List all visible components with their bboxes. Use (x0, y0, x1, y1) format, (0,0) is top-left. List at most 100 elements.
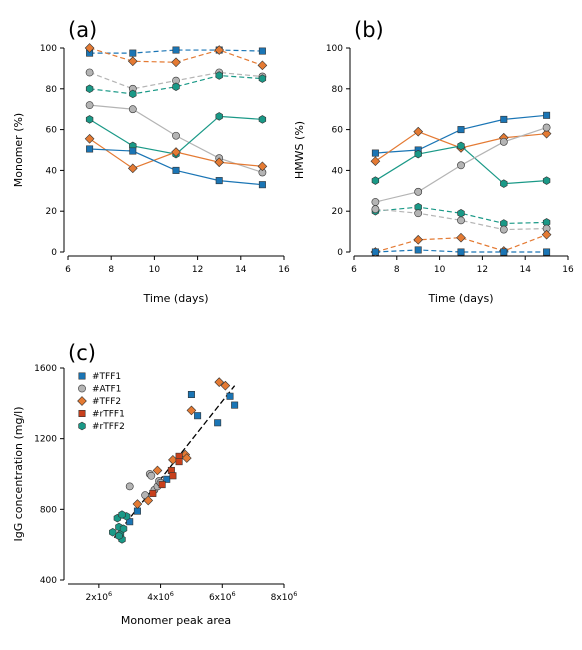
legend-marker (78, 384, 86, 393)
data-point (371, 149, 379, 157)
y-tick-label: 1200 (34, 435, 57, 445)
data-point (85, 115, 94, 124)
data-point (85, 68, 94, 77)
y-tick-label: 800 (40, 505, 57, 515)
data-point (181, 453, 192, 463)
data-point (543, 111, 551, 119)
x-tick-label: 8 (394, 265, 400, 275)
series-3 (371, 123, 551, 206)
x-tick-label: 12 (477, 265, 488, 275)
chart-panel-1: (b) 6 8 10 12 14 16 0 20 40 60 80 100 Time (days) HMWS… (293, 18, 574, 305)
y-tick-label: 0 (51, 248, 57, 258)
legend-label: #rTFF1 (92, 410, 125, 420)
y-tick-label: 400 (40, 576, 57, 586)
series-line (375, 234, 547, 253)
data-point (215, 71, 223, 80)
x-tick-exponent: 6 (108, 590, 112, 598)
legend-marker (78, 409, 86, 417)
data-point (257, 161, 268, 172)
y-tick-label: 60 (46, 126, 58, 136)
panel-label: (b) (354, 18, 384, 42)
data-point (370, 156, 381, 167)
data-point (414, 209, 423, 218)
legend-label: #TFF1 (92, 372, 121, 382)
data-point (500, 179, 508, 188)
data-point (133, 507, 141, 515)
x-axis-title: Monomer peak area (121, 614, 231, 627)
x-tick-label: 8 (108, 265, 114, 275)
y-axis-title: Monomer (%) (12, 113, 25, 187)
data-point (500, 115, 508, 123)
y-tick-label: 1600 (34, 364, 57, 374)
series-7 (86, 145, 266, 189)
data-point (127, 56, 138, 67)
data-point (414, 187, 423, 196)
data-point (152, 465, 163, 476)
x-tick-exponent: 6 (293, 590, 297, 598)
data-point (258, 74, 267, 83)
data-point (258, 47, 266, 55)
data-point (85, 84, 94, 94)
panel-label: (a) (68, 18, 97, 42)
data-point (175, 458, 183, 466)
x-tick-mantissa: 2x10 (86, 593, 109, 603)
data-point (172, 46, 180, 54)
data-point (457, 161, 465, 170)
x-tick-label: 2x106 (86, 590, 113, 603)
y-tick-label: 60 (332, 126, 344, 136)
data-point (215, 112, 223, 121)
legend-label: #rTFF2 (92, 422, 125, 432)
data-point (371, 205, 380, 214)
chart-panel-0: (a) 6 8 10 12 14 16 0 20 40 60 80 100 Time (days) Mono… (12, 18, 290, 305)
y-axis-title: IgG concentration (mg/l) (12, 407, 25, 542)
data-point (214, 377, 225, 387)
data-point (258, 181, 266, 189)
data-point (132, 499, 143, 509)
x-tick-label: 6 (351, 265, 357, 275)
x-tick-mantissa: 8x10 (271, 593, 294, 603)
data-point (115, 531, 123, 541)
series-line (89, 49, 263, 54)
data-point (457, 208, 465, 218)
chart-panel-2: (c)2x106 4x106 6x106 8x10640080012001600Mon… (12, 341, 297, 627)
series-7 (371, 246, 551, 256)
panel-label: (c) (68, 341, 96, 365)
y-tick-label: 40 (332, 166, 344, 176)
data-point (231, 401, 239, 409)
x-axis-title: Time (days) (143, 292, 209, 305)
data-point (84, 133, 95, 144)
y-tick-label: 40 (46, 166, 58, 176)
data-point (215, 177, 223, 185)
y-tick-label: 100 (40, 44, 57, 54)
data-point (127, 163, 138, 174)
data-point (371, 198, 380, 206)
legend-label: #TFF2 (92, 397, 121, 407)
x-tick-label: 4x106 (147, 590, 174, 603)
data-point (226, 392, 234, 400)
data-point (542, 176, 551, 185)
y-axis-title: HMWS (%) (293, 121, 306, 179)
data-point (457, 216, 465, 225)
data-point (257, 60, 268, 71)
data-point (194, 412, 202, 420)
data-point (543, 248, 551, 256)
y-tick-label: 100 (326, 44, 343, 54)
x-tick-label: 16 (562, 265, 574, 275)
data-point (169, 472, 177, 480)
data-point (129, 89, 137, 99)
data-point (171, 57, 181, 68)
series-1 (125, 470, 165, 500)
x-tick-label: 14 (519, 265, 531, 275)
series-4 (85, 101, 267, 177)
data-point (84, 43, 95, 53)
data-point (147, 471, 156, 480)
data-point (86, 145, 94, 153)
data-point (500, 248, 508, 256)
data-point (118, 510, 126, 519)
series-line (375, 206, 547, 225)
x-tick-label: 10 (149, 265, 161, 275)
x-tick-mantissa: 4x10 (147, 593, 170, 603)
data-point (172, 82, 180, 92)
data-point (119, 524, 128, 534)
